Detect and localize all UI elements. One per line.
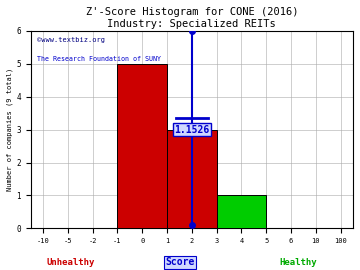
Bar <box>117 64 167 228</box>
Text: Unhealthy: Unhealthy <box>47 258 95 267</box>
Text: Score: Score <box>165 257 195 267</box>
Text: ©www.textbiz.org: ©www.textbiz.org <box>37 37 105 43</box>
Bar <box>217 195 266 228</box>
Y-axis label: Number of companies (9 total): Number of companies (9 total) <box>7 68 13 191</box>
Text: Healthy: Healthy <box>279 258 317 267</box>
Title: Z'-Score Histogram for CONE (2016)
Industry: Specialized REITs: Z'-Score Histogram for CONE (2016) Indus… <box>86 7 298 29</box>
Text: 1.1526: 1.1526 <box>174 124 210 134</box>
Text: The Research Foundation of SUNY: The Research Foundation of SUNY <box>37 56 161 62</box>
Bar <box>167 130 217 228</box>
